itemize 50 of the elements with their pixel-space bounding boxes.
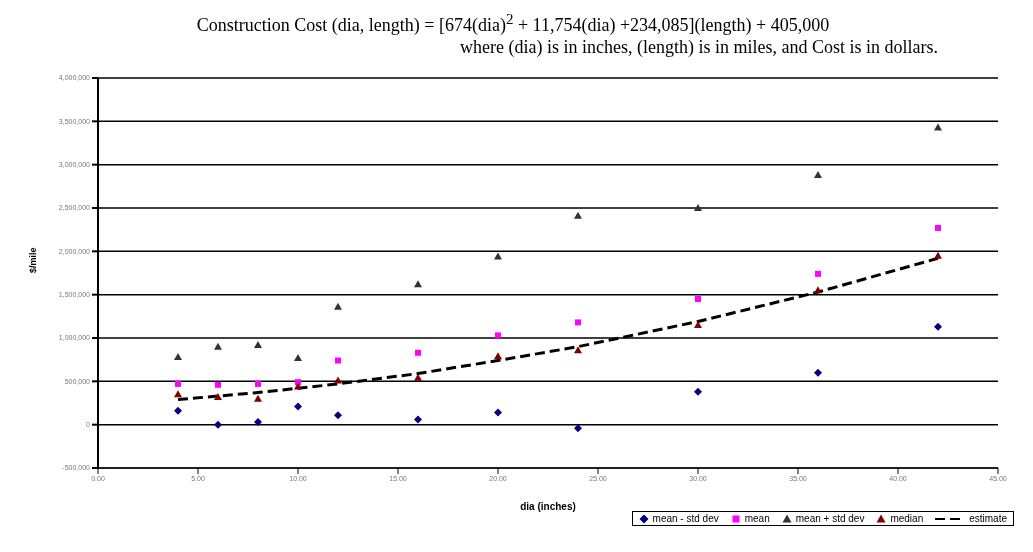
point [214, 342, 222, 350]
point [415, 349, 421, 356]
point [294, 402, 302, 411]
point [174, 406, 182, 415]
point [814, 286, 822, 294]
point [254, 418, 262, 427]
point [934, 322, 942, 331]
chart-title: Construction Cost (dia, length) = [674(dia)$^{2}$ + 11,754(dia) +234,085](length) + 405,000 [195, 10, 831, 36]
point [334, 411, 342, 420]
legend-label: median [889, 513, 924, 524]
point [574, 346, 582, 354]
point [174, 390, 182, 398]
point [414, 280, 422, 288]
point [574, 424, 582, 433]
x-axis-title: dia (inches) [520, 501, 576, 513]
point [694, 387, 702, 396]
legend-label: mean [743, 513, 770, 524]
point [174, 353, 182, 361]
point [694, 204, 702, 211]
point [935, 224, 941, 231]
point [335, 357, 341, 364]
point [214, 392, 222, 400]
point [175, 380, 181, 387]
point [695, 296, 701, 302]
point [414, 373, 422, 381]
point [575, 319, 581, 326]
point [254, 340, 262, 348]
point [694, 321, 702, 328]
point [254, 394, 262, 402]
legend-label: mean - std dev [651, 513, 719, 524]
point [294, 382, 302, 390]
legend-label: estimate [968, 513, 1007, 524]
legend-label: mean + std dev [794, 513, 865, 524]
point [414, 415, 422, 424]
point [294, 353, 302, 361]
point [815, 270, 821, 277]
point [215, 381, 221, 388]
point [934, 251, 942, 259]
point [495, 332, 501, 339]
point [494, 352, 502, 360]
point [814, 171, 822, 179]
point [214, 420, 222, 429]
point [814, 368, 822, 377]
point [255, 380, 261, 387]
point [494, 252, 502, 260]
chart-subtitle: where (dia) is in inches, (length) is in miles, and Cost is in dollars. [459, 36, 939, 58]
point [574, 211, 582, 219]
point [334, 302, 342, 310]
point [494, 408, 502, 417]
y-axis-title: $/mile [28, 247, 39, 273]
